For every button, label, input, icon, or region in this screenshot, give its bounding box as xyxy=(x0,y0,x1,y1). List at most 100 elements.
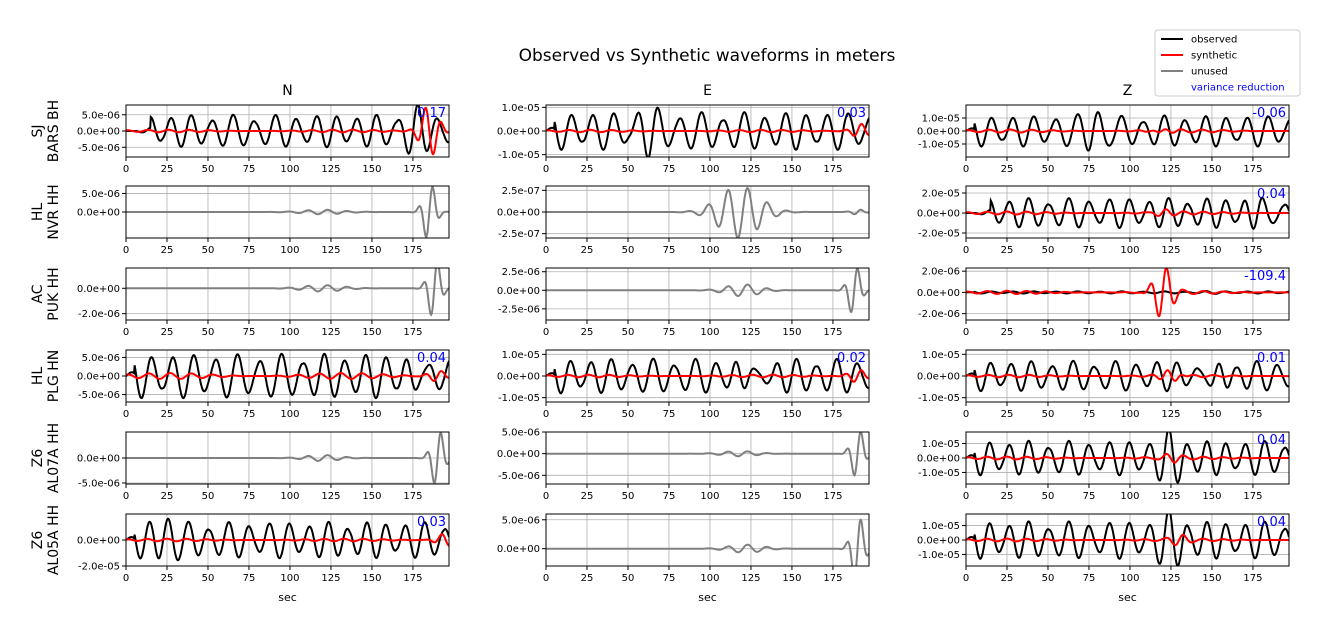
x-tick-label: 75 xyxy=(243,245,256,256)
y-tick-label: -2.0e-05 xyxy=(78,562,120,573)
variance-reduction-label: 0.04 xyxy=(417,351,446,366)
panel-z-row-4: 0 25 50 75 100 125 150 175 1.0e-05 0.0e+00 -1.0e-0… xyxy=(917,349,1290,420)
column-title-e: E xyxy=(703,83,712,99)
observed-trace xyxy=(546,106,869,157)
x-tick-label: 50 xyxy=(202,164,215,175)
x-tick-label: 50 xyxy=(202,573,215,584)
y-tick-label: 2.5e-06 xyxy=(502,267,540,278)
x-tick-label: 125 xyxy=(321,245,340,256)
x-tick-label: 150 xyxy=(782,573,801,584)
x-tick-label: 125 xyxy=(741,573,760,584)
x-tick-label: 0 xyxy=(123,245,129,256)
x-tick-label: 0 xyxy=(963,164,969,175)
variance-reduction-label: 0.01 xyxy=(1257,351,1286,366)
x-tick-label: 100 xyxy=(700,573,719,584)
legend-label: observed xyxy=(1191,35,1237,46)
x-tick-label: 50 xyxy=(202,409,215,420)
y-tick-label: 0.0e+00 xyxy=(917,288,960,299)
y-tick-label: 0.0e+00 xyxy=(497,286,540,297)
x-tick-label: 75 xyxy=(663,327,676,338)
x-tick-label: 125 xyxy=(1161,573,1180,584)
y-tick-label: -5.0e-06 xyxy=(78,479,120,490)
x-tick-label: 25 xyxy=(581,573,594,584)
observed-trace xyxy=(966,432,1289,484)
panel-z-row-6: 0 25 50 75 100 125 150 175 1.0e-05 0.0e+00 -1.0e-0… xyxy=(917,513,1290,584)
x-axis-label: sec xyxy=(1118,591,1137,604)
x-tick-label: 75 xyxy=(1083,491,1096,502)
x-tick-label: 150 xyxy=(1202,245,1221,256)
x-tick-label: 100 xyxy=(700,245,719,256)
legend: observed synthetic unused variance reductio… xyxy=(1154,29,1301,97)
x-tick-label: 75 xyxy=(1083,409,1096,420)
x-tick-label: 150 xyxy=(362,491,381,502)
legend-box xyxy=(1154,29,1301,97)
y-tick-label: 0.0e+00 xyxy=(497,449,540,460)
unused-trace xyxy=(126,432,449,484)
y-tick-label: -1.0e-05 xyxy=(498,393,540,404)
x-tick-label: 100 xyxy=(280,245,299,256)
x-tick-label: 25 xyxy=(161,491,174,502)
variance-reduction-label: 0.04 xyxy=(1257,433,1286,448)
y-tick-label: -2.0e-05 xyxy=(918,229,960,240)
x-tick-label: 175 xyxy=(1243,491,1262,502)
y-tick-label: 5.0e-06 xyxy=(82,189,120,200)
x-tick-label: 150 xyxy=(782,245,801,256)
x-tick-label: 150 xyxy=(782,409,801,420)
x-tick-label: 0 xyxy=(963,491,969,502)
x-tick-label: 150 xyxy=(362,573,381,584)
unused-trace xyxy=(546,432,869,477)
y-tick-label: 0.0e+00 xyxy=(77,284,120,295)
x-tick-label: 150 xyxy=(362,245,381,256)
variance-reduction-label: 0.03 xyxy=(417,515,446,530)
y-tick-label: 0.0e+00 xyxy=(77,454,120,465)
x-tick-label: 100 xyxy=(1120,573,1139,584)
legend-label: unused xyxy=(1191,67,1228,78)
panel-frame xyxy=(545,431,870,485)
x-axis-label: sec xyxy=(698,591,717,604)
x-tick-label: 75 xyxy=(663,245,676,256)
legend-item-unused: unused xyxy=(1161,67,1228,78)
x-tick-label: 150 xyxy=(1202,327,1221,338)
x-tick-label: 25 xyxy=(161,573,174,584)
y-tick-label: 0.0e+00 xyxy=(497,208,540,219)
panel-n-row-2: 0 25 50 75 100 125 150 175 5.0e-06 0.0e+00 xyxy=(77,185,450,256)
y-tick-label: -1.0e-05 xyxy=(498,150,540,161)
y-tick-label: 0.0e+00 xyxy=(497,127,540,138)
synthetic-trace xyxy=(126,533,449,547)
x-tick-label: 100 xyxy=(1120,491,1139,502)
x-tick-label: 0 xyxy=(543,491,549,502)
variance-reduction-label: 0.04 xyxy=(1257,187,1286,202)
synthetic-trace xyxy=(126,106,449,156)
x-tick-label: 50 xyxy=(622,491,635,502)
x-tick-label: 0 xyxy=(543,409,549,420)
x-tick-label: 50 xyxy=(202,245,215,256)
panel-e-row-4: 0 25 50 75 100 125 150 175 1.0e-05 0.0e+00 -1.0e-0… xyxy=(497,349,870,420)
x-tick-label: 100 xyxy=(280,409,299,420)
variance-reduction-label: 0.03 xyxy=(837,106,866,121)
x-tick-label: 50 xyxy=(622,164,635,175)
x-tick-label: 0 xyxy=(543,573,549,584)
x-tick-label: 125 xyxy=(741,164,760,175)
x-tick-label: 0 xyxy=(123,409,129,420)
legend-label: synthetic xyxy=(1191,51,1237,62)
row-network-label: HL xyxy=(30,367,46,386)
y-tick-label: 5.0e-06 xyxy=(502,515,540,526)
observed-trace xyxy=(546,357,869,395)
y-tick-label: 5.0e-06 xyxy=(82,110,120,121)
x-tick-label: 25 xyxy=(161,327,174,338)
x-tick-label: 25 xyxy=(581,409,594,420)
y-tick-label: 0.0e+00 xyxy=(917,536,960,547)
panel-z-row-2: 0 25 50 75 100 125 150 175 2.0e-05 0.0e+00 -2.0e-0… xyxy=(917,185,1290,256)
y-tick-label: 1.0e-05 xyxy=(922,114,960,125)
y-tick-label: 2.0e-06 xyxy=(922,267,960,278)
x-tick-label: 0 xyxy=(963,573,969,584)
x-tick-label: 25 xyxy=(1001,491,1014,502)
panel-frame xyxy=(125,267,450,321)
y-tick-label: -2.5e-06 xyxy=(498,304,540,315)
x-tick-label: 175 xyxy=(1243,164,1262,175)
x-tick-label: 75 xyxy=(663,164,676,175)
x-tick-label: 75 xyxy=(243,409,256,420)
x-tick-label: 150 xyxy=(1202,409,1221,420)
panel-n-row-4: 0 25 50 75 100 125 150 175 5.0e-06 0.0e+00 -5.0e-0… xyxy=(77,349,450,420)
